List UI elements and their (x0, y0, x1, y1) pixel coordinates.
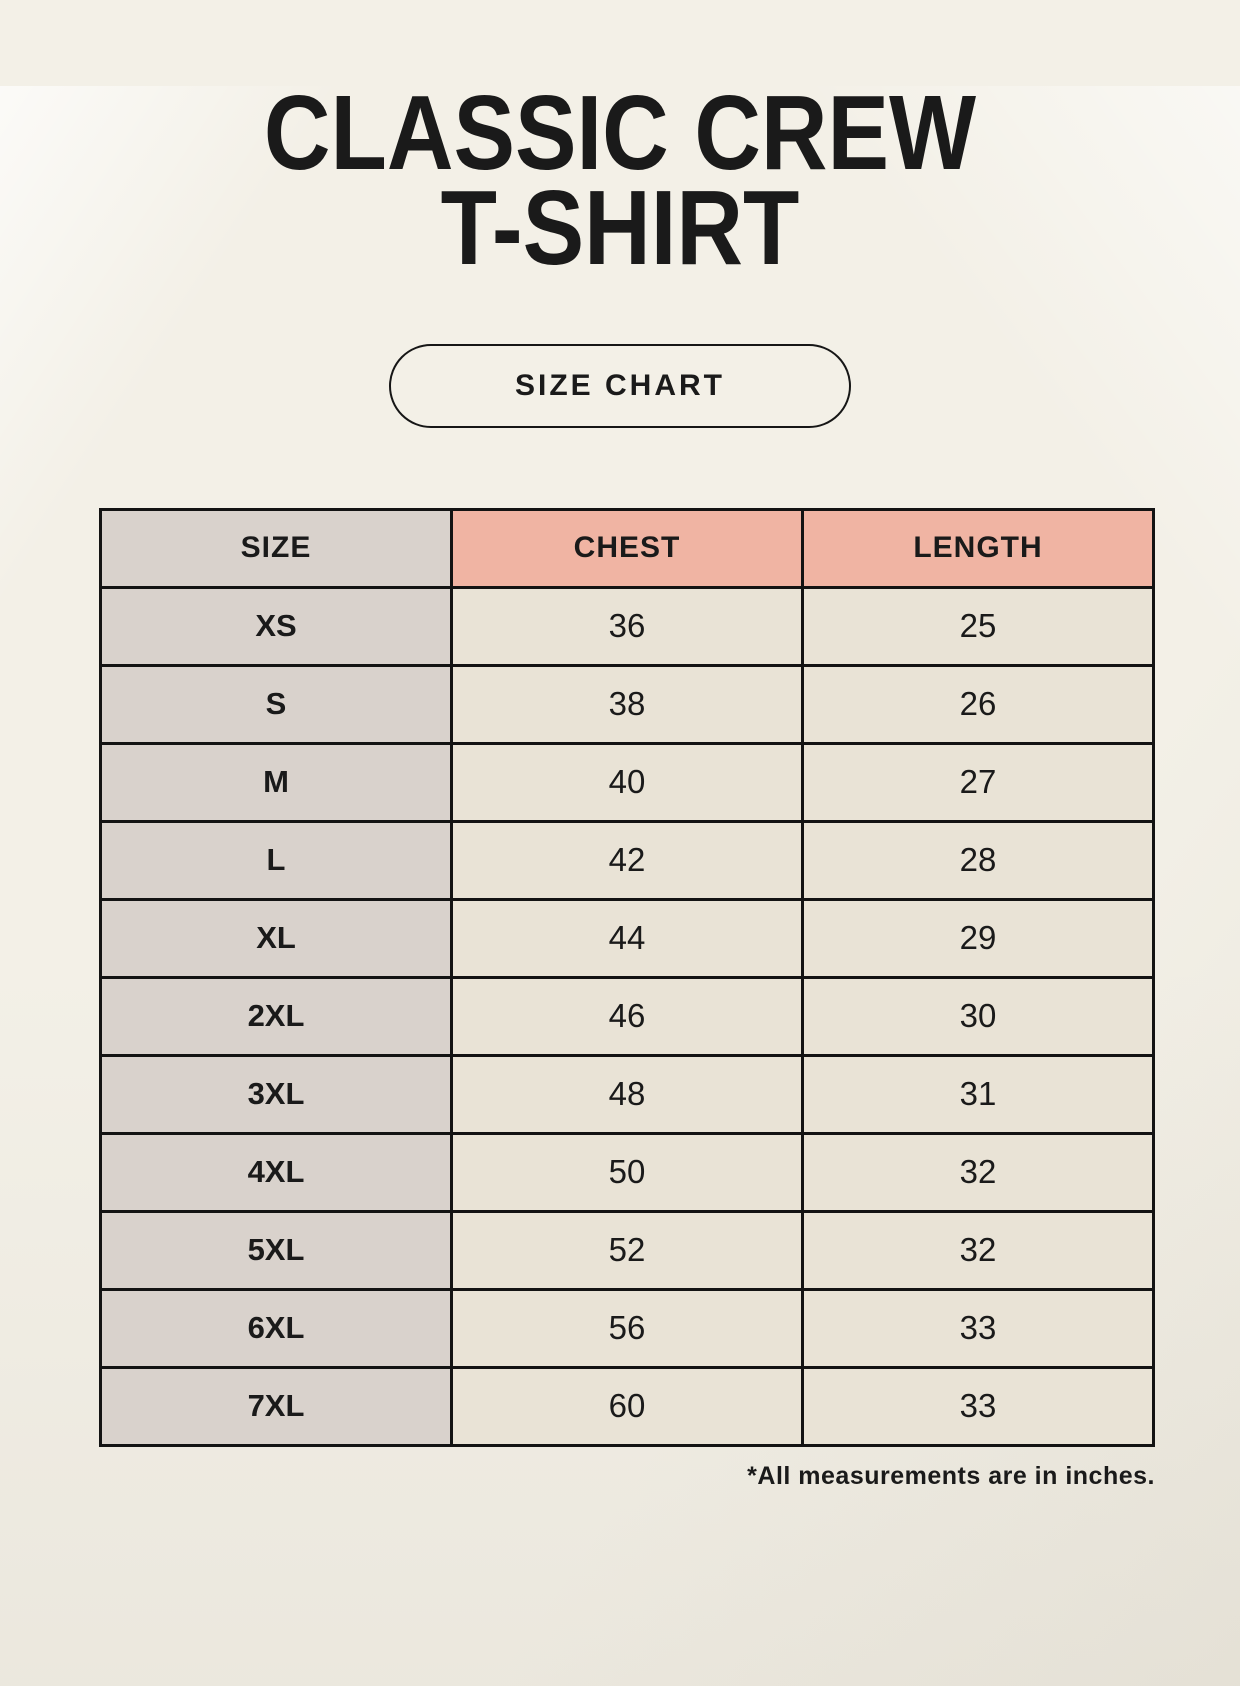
table-header-row: SIZE CHEST LENGTH (99, 507, 1155, 589)
length-cell: 26 (801, 663, 1155, 745)
table-row: M 40 27 (99, 741, 1155, 823)
column-header-size: SIZE (99, 507, 453, 589)
length-cell: 31 (801, 1053, 1155, 1135)
length-cell: 28 (801, 819, 1155, 901)
length-cell: 29 (801, 897, 1155, 979)
chest-cell: 44 (450, 897, 804, 979)
table-row: XS 36 25 (99, 585, 1155, 667)
length-cell: 25 (801, 585, 1155, 667)
size-cell: 5XL (99, 1209, 453, 1291)
chest-cell: 38 (450, 663, 804, 745)
measurements-footnote: *All measurements are in inches. (747, 1461, 1155, 1490)
chest-cell: 48 (450, 1053, 804, 1135)
table-row: L 42 28 (99, 819, 1155, 901)
size-cell: L (99, 819, 453, 901)
size-cell: 4XL (99, 1131, 453, 1213)
table-row: S 38 26 (99, 663, 1155, 745)
size-cell: 7XL (99, 1365, 453, 1447)
column-header-chest: CHEST (450, 507, 804, 589)
table-row: 5XL 52 32 (99, 1209, 1155, 1291)
title-line-1: CLASSIC CREW (263, 74, 977, 192)
size-cell: 3XL (99, 1053, 453, 1135)
size-cell: 2XL (99, 975, 453, 1057)
length-cell: 32 (801, 1131, 1155, 1213)
table-row: 7XL 60 33 (99, 1365, 1155, 1447)
chest-cell: 42 (450, 819, 804, 901)
table-row: XL 44 29 (99, 897, 1155, 979)
length-cell: 33 (801, 1365, 1155, 1447)
column-header-length: LENGTH (801, 507, 1155, 589)
table-row: 2XL 46 30 (99, 975, 1155, 1057)
page-title: CLASSIC CREW T-SHIRT (0, 74, 1240, 288)
title-line-2: T-SHIRT (440, 169, 800, 288)
chest-cell: 56 (450, 1287, 804, 1369)
length-cell: 27 (801, 741, 1155, 823)
length-cell: 32 (801, 1209, 1155, 1291)
table-row: 3XL 48 31 (99, 1053, 1155, 1135)
chest-cell: 36 (450, 585, 804, 667)
size-table: SIZE CHEST LENGTH XS 36 25 S 38 26 M 40 … (99, 507, 1155, 1447)
size-cell: 6XL (99, 1287, 453, 1369)
chest-cell: 52 (450, 1209, 804, 1291)
length-cell: 33 (801, 1287, 1155, 1369)
size-cell: M (99, 741, 453, 823)
table-row: 4XL 50 32 (99, 1131, 1155, 1213)
size-cell: XS (99, 585, 453, 667)
size-chart-page: CLASSIC CREW T-SHIRT SIZE CHART SIZE CHE… (0, 74, 1240, 1491)
size-cell: S (99, 663, 453, 745)
badge-container: SIZE CHART (0, 343, 1240, 428)
size-cell: XL (99, 897, 453, 979)
chest-cell: 50 (450, 1131, 804, 1213)
size-chart-button[interactable]: SIZE CHART (389, 343, 851, 428)
length-cell: 30 (801, 975, 1155, 1057)
chest-cell: 60 (450, 1365, 804, 1447)
table-row: 6XL 56 33 (99, 1287, 1155, 1369)
chest-cell: 40 (450, 741, 804, 823)
chest-cell: 46 (450, 975, 804, 1057)
